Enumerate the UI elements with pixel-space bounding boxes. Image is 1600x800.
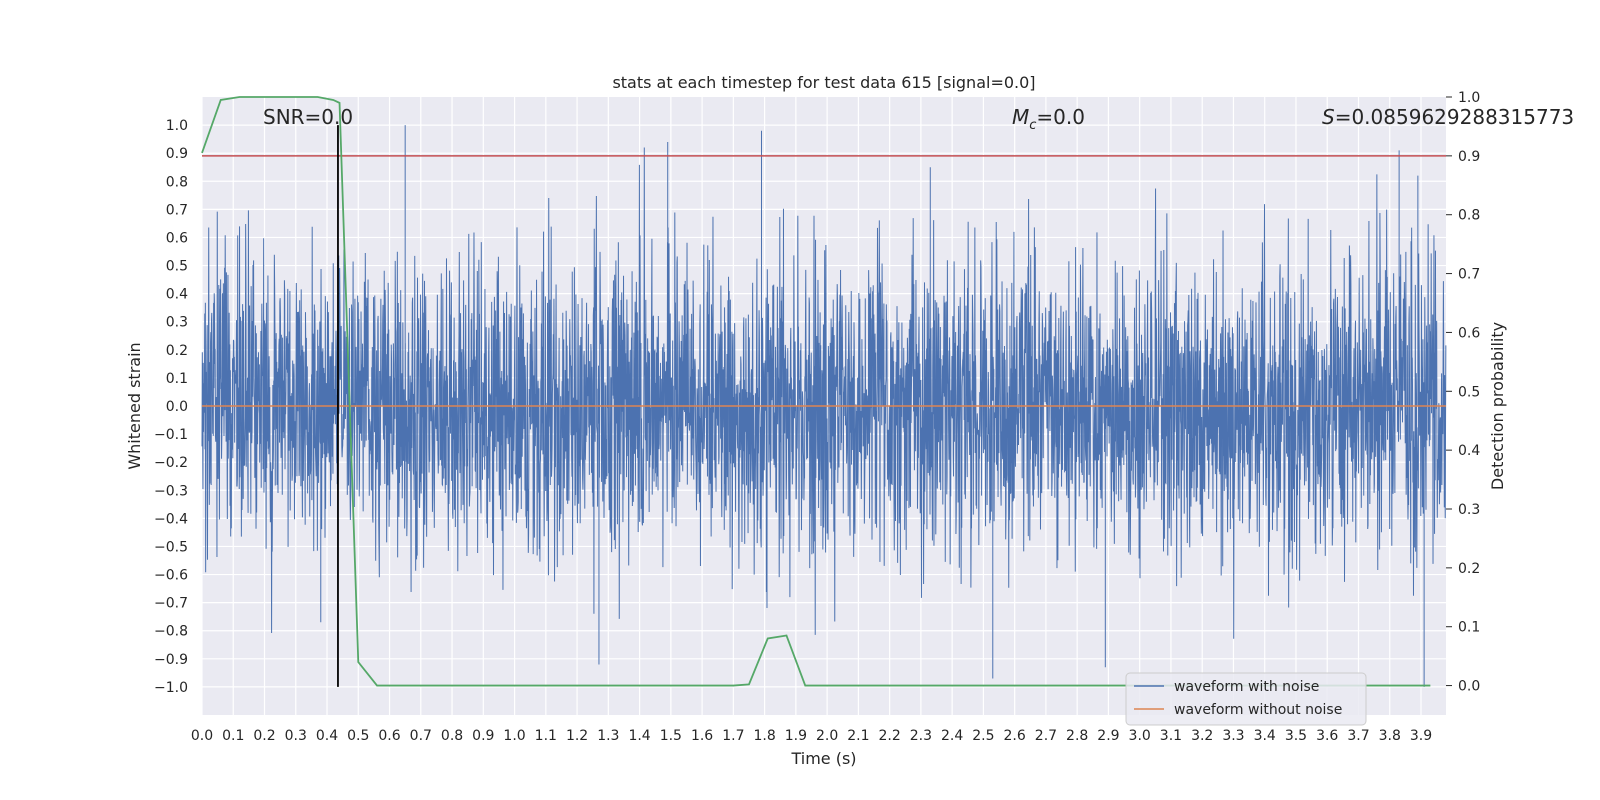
- x-tick-label: 3.5: [1285, 728, 1307, 744]
- y-left-tick-label: 0.1: [166, 371, 188, 387]
- y-left-tick-label: −0.3: [154, 483, 188, 499]
- x-tick-label: 1.9: [785, 728, 807, 744]
- y-left-axis-label: Whitened strain: [125, 342, 144, 469]
- y-left-tick-label: 0.0: [166, 399, 188, 415]
- chart-title: stats at each timestep for test data 615…: [612, 73, 1035, 92]
- y-right-tick-label: 0.2: [1458, 561, 1480, 577]
- y-right-tick-label: 0.9: [1458, 149, 1480, 165]
- y-right-tick-labels: 1.0 0.9 0.8 0.7 0.6 0.5 0.4 0.3 0.2 0.1 0.0: [1446, 90, 1480, 695]
- x-tick-label: 3.2: [1191, 728, 1213, 744]
- y-left-tick-label: 1.0: [166, 118, 188, 134]
- y-left-tick-label: 0.3: [166, 315, 188, 331]
- y-right-tick-label: 0.5: [1458, 384, 1480, 400]
- x-tick-label: 2.2: [879, 728, 901, 744]
- x-tick-label: 0.4: [316, 728, 338, 744]
- x-tick-label: 0.0: [191, 728, 213, 744]
- y-right-tick-label: 1.0: [1458, 90, 1480, 106]
- x-tick-label: 3.3: [1222, 728, 1244, 744]
- snr-annotation: SNR=0.0: [263, 105, 353, 129]
- y-left-tick-label: −0.4: [154, 511, 188, 527]
- x-tick-label: 2.3: [910, 728, 932, 744]
- y-left-tick-labels: 1.0 0.9 0.8 0.7 0.6 0.5 0.4 0.3 0.2 0.1 0.0 −0.1 −0.…: [154, 118, 188, 696]
- x-tick-label: 2.9: [1097, 728, 1119, 744]
- x-tick-label: 3.6: [1316, 728, 1338, 744]
- y-left-tick-label: 0.6: [166, 230, 188, 246]
- mc-value: =0.0: [1036, 105, 1085, 129]
- series-detection-probability: [201, 96, 1431, 687]
- x-tick-label: 3.7: [1347, 728, 1369, 744]
- y-right-tick-label: 0.8: [1458, 208, 1480, 224]
- x-tick-labels: 0.0 0.1 0.2 0.3 0.4 0.5 0.6 0.7 0.8 0.9 1.0 1.1 1.2 1…: [191, 728, 1432, 744]
- y-left-tick-label: 0.4: [166, 287, 188, 303]
- y-right-axis-label: Detection probability: [1488, 322, 1507, 490]
- legend: waveform with noise waveform without noi…: [1125, 672, 1367, 726]
- mc-symbol: M: [1012, 105, 1029, 129]
- x-tick-label: 2.8: [1066, 728, 1088, 744]
- x-axis-label: Time (s): [790, 749, 856, 768]
- x-tick-label: 1.4: [628, 728, 650, 744]
- y-right-tick-label: 0.6: [1458, 325, 1480, 341]
- x-tick-label: 2.4: [941, 728, 963, 744]
- legend-box: [1125, 672, 1367, 726]
- y-right-tick-label: 0.0: [1458, 679, 1480, 695]
- x-tick-label: 1.5: [660, 728, 682, 744]
- x-tick-label: 3.8: [1379, 728, 1401, 744]
- x-tick-label: 0.3: [285, 728, 307, 744]
- y-left-tick-label: 0.9: [166, 146, 188, 162]
- y-right-tick-label: 0.1: [1458, 620, 1480, 636]
- x-tick-label: 0.5: [347, 728, 369, 744]
- x-tick-label: 2.6: [1004, 728, 1026, 744]
- x-tick-label: 1.0: [503, 728, 525, 744]
- x-tick-label: 1.2: [566, 728, 588, 744]
- x-tick-label: 3.4: [1254, 728, 1276, 744]
- s-symbol: S: [1322, 105, 1335, 129]
- x-tick-label: 1.6: [691, 728, 713, 744]
- x-tick-label: 1.8: [753, 728, 775, 744]
- waveform-with-noise-line: [201, 125, 1447, 687]
- x-tick-label: 0.9: [472, 728, 494, 744]
- x-tick-label: 0.8: [441, 728, 463, 744]
- detection-probability-line: [201, 96, 1431, 687]
- y-left-tick-label: −0.9: [154, 652, 188, 668]
- y-right-tick-label: 0.4: [1458, 443, 1480, 459]
- chirp-mass-annotation: Mc=0.0: [1012, 105, 1085, 133]
- s-annotation: S=0.0859629288315773: [1322, 105, 1574, 129]
- y-left-tick-label: −0.8: [154, 624, 188, 640]
- x-tick-label: 2.5: [972, 728, 994, 744]
- y-left-tick-label: −1.0: [154, 680, 188, 696]
- y-left-tick-label: −0.1: [154, 427, 188, 443]
- x-tick-label: 2.7: [1035, 728, 1057, 744]
- y-left-tick-label: −0.5: [154, 539, 188, 555]
- x-tick-label: 1.7: [722, 728, 744, 744]
- x-tick-label: 3.1: [1160, 728, 1182, 744]
- y-left-tick-label: −0.2: [154, 455, 188, 471]
- x-tick-label: 2.0: [816, 728, 838, 744]
- legend-label-noise: waveform with noise: [1174, 679, 1319, 695]
- x-tick-label: 3.0: [1129, 728, 1151, 744]
- y-left-tick-label: 0.5: [166, 259, 188, 275]
- x-tick-label: 0.2: [253, 728, 275, 744]
- series-waveform-with-noise: [201, 125, 1447, 687]
- s-value: =0.0859629288315773: [1335, 105, 1574, 129]
- x-tick-label: 0.6: [378, 728, 400, 744]
- y-left-tick-label: 0.7: [166, 202, 188, 218]
- mc-subscript: c: [1029, 118, 1036, 133]
- x-tick-label: 3.9: [1410, 728, 1432, 744]
- y-left-tick-label: 0.8: [166, 174, 188, 190]
- x-tick-label: 2.1: [847, 728, 869, 744]
- legend-label-clean: waveform without noise: [1174, 702, 1342, 718]
- y-left-tick-label: −0.7: [154, 596, 188, 612]
- y-left-tick-label: −0.6: [154, 568, 188, 584]
- y-right-tick-label: 0.3: [1458, 502, 1480, 518]
- x-tick-label: 1.3: [597, 728, 619, 744]
- y-left-tick-label: 0.2: [166, 343, 188, 359]
- x-tick-label: 0.1: [222, 728, 244, 744]
- x-tick-label: 1.1: [535, 728, 557, 744]
- y-right-tick-label: 0.7: [1458, 267, 1480, 283]
- x-tick-label: 0.7: [410, 728, 432, 744]
